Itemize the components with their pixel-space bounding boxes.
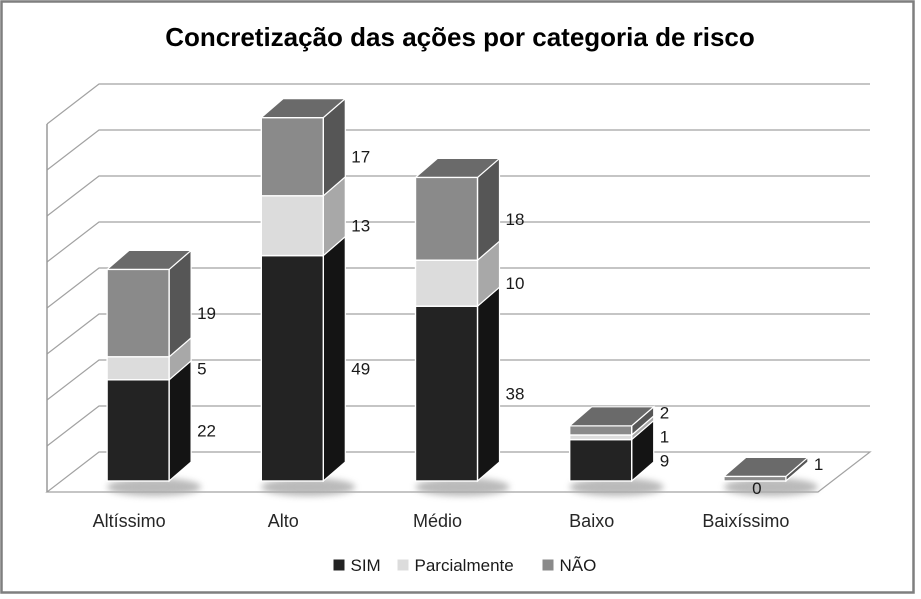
bar-segment-side	[322, 235, 346, 483]
gridline	[46, 175, 870, 217]
chart-title: Concretização das ações por categoria de…	[165, 22, 755, 52]
bar-segment	[106, 379, 170, 482]
data-label: 22	[197, 421, 216, 440]
data-label: 10	[506, 274, 525, 293]
data-label: 13	[351, 217, 370, 236]
gridline	[46, 359, 870, 401]
bars-layer	[105, 97, 810, 483]
legend-item: Parcialmente	[397, 556, 514, 575]
data-label: 38	[506, 385, 525, 404]
bar-segment	[260, 116, 324, 197]
bar-shadow	[569, 478, 664, 496]
bar-segment-top	[259, 97, 347, 119]
gridline	[46, 267, 870, 309]
bar-segment	[414, 305, 479, 482]
bar-segment	[414, 259, 479, 307]
legend-layer: SIM Parcialmente NÃO	[333, 556, 597, 575]
legend-swatch	[542, 559, 554, 571]
legend-label: SIM	[351, 556, 381, 575]
data-labels-layer: 22 5 19 49 13 17 38 10 18 9 1 2 0 1	[197, 148, 823, 498]
data-label: 49	[351, 359, 370, 378]
bar-segment-top	[568, 406, 656, 427]
bar-segment-top	[722, 456, 810, 477]
category-label: Médio	[413, 511, 462, 531]
bar-segment	[569, 425, 633, 436]
legend-swatch	[397, 559, 409, 571]
gridline	[46, 313, 870, 355]
category-label: Alto	[268, 511, 299, 531]
bar-segment	[106, 356, 170, 381]
bar-segment	[260, 254, 324, 482]
bar-shadow	[415, 478, 510, 496]
category-label: Baixo	[569, 511, 614, 531]
bar-shadow	[107, 478, 202, 496]
data-label: 0	[752, 479, 761, 498]
bar-segment-top	[413, 157, 502, 178]
legend-label: NÃO	[560, 556, 597, 575]
bar-shadow	[723, 478, 818, 496]
data-label: 17	[351, 148, 370, 167]
gridline	[46, 405, 870, 447]
data-label: 1	[814, 455, 823, 474]
gridline	[46, 129, 870, 171]
bar-segment	[414, 176, 479, 261]
data-label: 19	[197, 304, 216, 323]
data-label: 1	[660, 427, 669, 446]
data-label: 2	[660, 403, 669, 422]
category-label: Altíssimo	[93, 511, 166, 531]
legend-label: Parcialmente	[415, 556, 514, 575]
legend-item: SIM	[333, 556, 381, 575]
bar-shadow	[261, 478, 356, 496]
bar-segment-top	[105, 249, 193, 270]
bar-segment	[260, 195, 324, 257]
legend-swatch	[333, 559, 345, 571]
data-label: 9	[660, 451, 669, 470]
data-label: 5	[197, 359, 206, 378]
bar-segment-side	[476, 285, 501, 483]
legend-item: NÃO	[542, 556, 597, 575]
bar-segment	[569, 438, 633, 482]
bar-segment-side	[168, 359, 192, 483]
shadows-layer	[107, 478, 818, 496]
category-label: Baixíssimo	[702, 511, 789, 531]
category-axis-layer: Altíssimo Alto Médio Baixo Baixíssimo	[93, 511, 790, 531]
bar-segment	[106, 268, 170, 358]
data-label: 18	[506, 210, 525, 229]
gridline	[46, 83, 870, 125]
gridline	[46, 221, 870, 263]
